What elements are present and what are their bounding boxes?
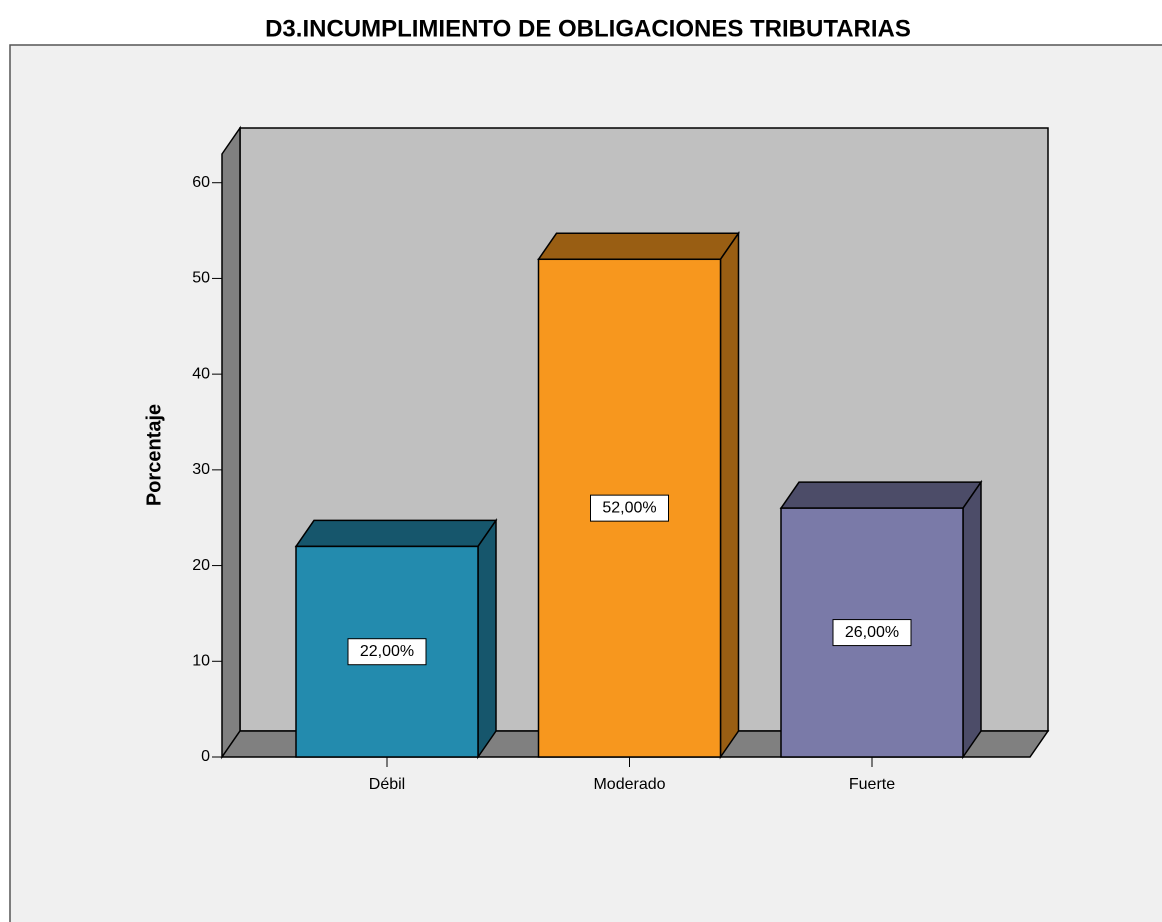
chart-title: D3.INCUMPLIMIENTO DE OBLIGACIONES TRIBUT… [265, 15, 911, 42]
y-tick-label: 60 [192, 174, 210, 191]
y-tick-label: 10 [192, 653, 210, 670]
x-tick-label: Débil [369, 776, 405, 793]
value-label-box [347, 638, 427, 666]
value-label-box [590, 494, 669, 522]
bar-side [962, 479, 982, 760]
bar-top [537, 232, 740, 261]
y-tick-label: 40 [192, 365, 210, 382]
y-tick-label: 50 [192, 270, 210, 287]
value-label: 22,00% [360, 643, 414, 660]
y-axis-label: Porcentaje [143, 404, 165, 506]
bar-side [477, 518, 497, 760]
bar-side [719, 230, 740, 760]
x-tick-label: Moderado [593, 776, 665, 793]
x-tick-label: Fuerte [849, 776, 895, 793]
bar-top [294, 519, 498, 548]
y-tick-label: 30 [192, 461, 210, 478]
value-label: 26,00% [845, 624, 899, 641]
value-label: 52,00% [602, 499, 656, 516]
value-label-box [832, 619, 912, 647]
left-wall [221, 125, 241, 760]
bar-top [779, 481, 983, 509]
y-tick-label: 0 [201, 748, 210, 765]
y-tick-label: 20 [192, 557, 210, 574]
